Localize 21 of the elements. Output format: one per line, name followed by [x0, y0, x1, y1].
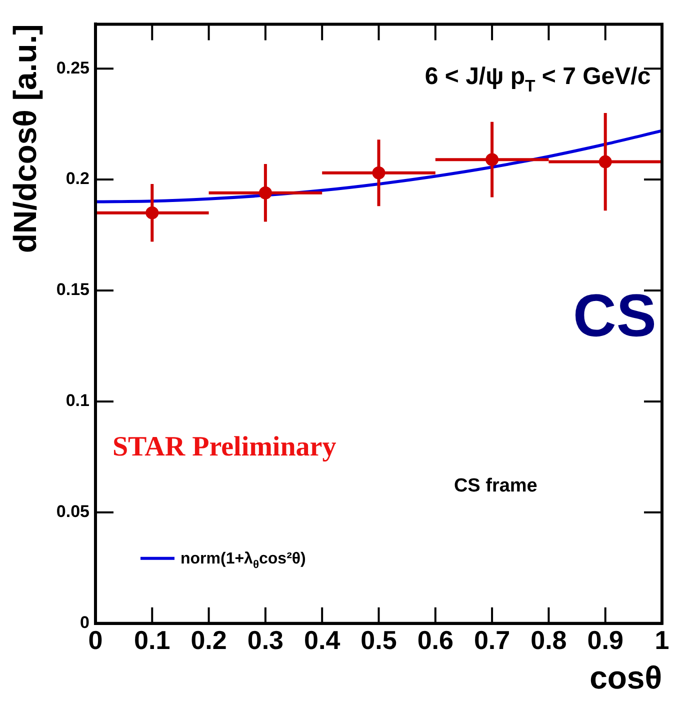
y-tick-label: 0: [80, 613, 90, 632]
y-tick-label: 0.2: [66, 169, 90, 188]
x-tick-label: 0.5: [360, 625, 397, 656]
x-tick-label: 0.2: [190, 625, 227, 656]
annotation: CS frame: [454, 476, 538, 497]
y-tick-label: 0.1: [66, 391, 90, 410]
x-tick-label: 0.6: [417, 625, 454, 656]
y-tick-label: 0.25: [56, 58, 90, 78]
x-tick-label: 0.7: [474, 625, 510, 656]
x-tick-label: 0.8: [530, 625, 567, 656]
x-tick-label: 1: [654, 625, 670, 656]
x-tick-label: 0.1: [134, 625, 170, 656]
x-tick-label: 0.3: [247, 625, 284, 656]
y-axis-title: dN/dcosθ [a.u.]: [7, 24, 44, 254]
y-tick-label: 0.15: [56, 280, 90, 300]
x-tick-label: 0.4: [304, 625, 341, 656]
x-tick-label: 0.9: [587, 625, 624, 656]
annotation: STAR Preliminary: [112, 432, 336, 463]
y-tick-label: 0.05: [56, 502, 90, 522]
annotation: CS: [572, 282, 656, 349]
x-axis-title: cosθ: [590, 660, 662, 696]
